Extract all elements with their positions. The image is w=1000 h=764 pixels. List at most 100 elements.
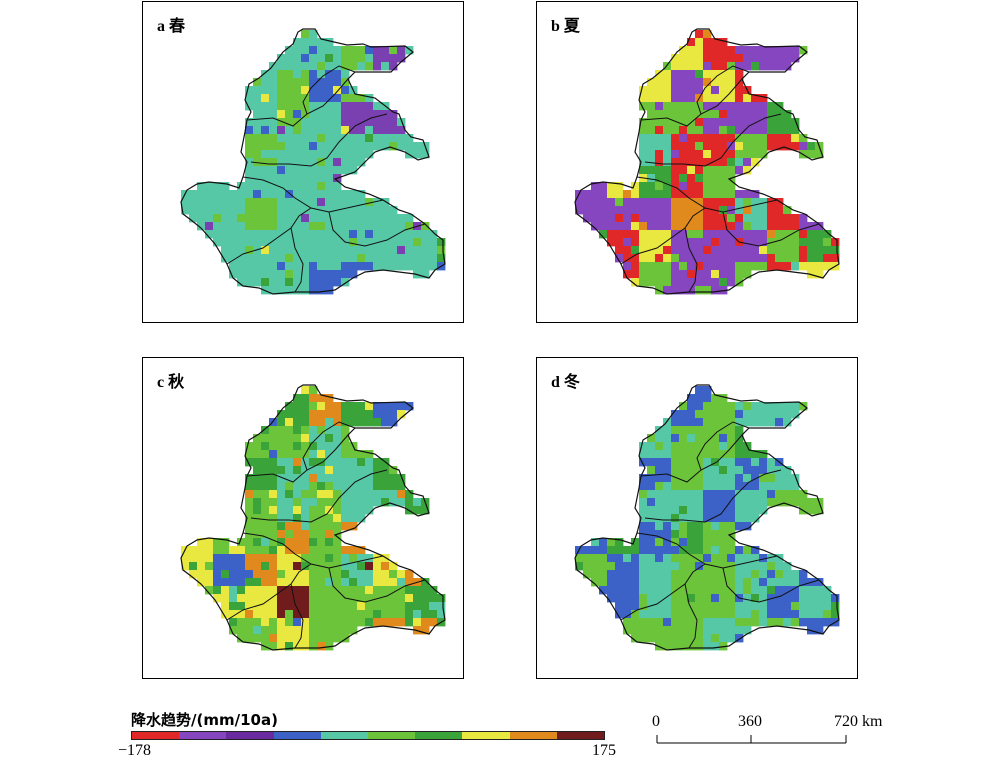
grid-cell (615, 198, 624, 207)
grid-cell (679, 46, 688, 55)
grid-cell (381, 586, 390, 595)
scale-bar: 0 360 720 km (652, 713, 896, 753)
grid-cell (389, 206, 398, 215)
grid-cell (413, 618, 422, 627)
grid-cell (285, 54, 294, 63)
grid-cell (261, 466, 270, 475)
grid-cell (671, 150, 680, 159)
grid-cell (703, 286, 712, 295)
grid-cell (759, 54, 768, 63)
grid-cell (253, 86, 262, 95)
grid-cell (357, 134, 366, 143)
grid-cell (671, 110, 680, 119)
grid-cell (405, 602, 414, 611)
grid-cell (671, 62, 680, 71)
grid-cell (759, 458, 768, 467)
grid-cell (365, 142, 374, 151)
grid-cell (711, 142, 720, 151)
grid-cell (301, 602, 310, 611)
grid-cell (711, 410, 720, 419)
grid-cell (679, 618, 688, 627)
grid-cell (293, 198, 302, 207)
grid-cell (325, 222, 334, 231)
grid-cell (671, 602, 680, 611)
grid-cell (405, 262, 414, 271)
grid-cell (647, 562, 656, 571)
grid-cell (639, 562, 648, 571)
grid-cell (695, 506, 704, 515)
grid-cell (703, 270, 712, 279)
grid-cell (799, 246, 808, 255)
grid-cell (285, 278, 294, 287)
grid-cell (365, 602, 374, 611)
grid-cell (293, 562, 302, 571)
grid-cell (205, 578, 214, 587)
grid-cell (301, 142, 310, 151)
grid-cell (631, 222, 640, 231)
grid-cell (277, 418, 286, 427)
grid-cell (695, 570, 704, 579)
grid-cell (639, 506, 648, 515)
grid-cell (751, 618, 760, 627)
grid-cell (309, 490, 318, 499)
grid-cell (317, 538, 326, 547)
grid-cell (639, 554, 648, 563)
grid-cell (727, 278, 736, 287)
grid-cell (381, 490, 390, 499)
grid-cell (743, 142, 752, 151)
grid-cell (261, 126, 270, 135)
grid-cell (735, 506, 744, 515)
grid-cell (719, 222, 728, 231)
grid-cell (703, 546, 712, 555)
grid-cell (269, 506, 278, 515)
grid-cell (293, 546, 302, 555)
grid-cell (639, 182, 648, 191)
grid-cell (767, 118, 776, 127)
grid-cell (293, 426, 302, 435)
grid-cell (349, 594, 358, 603)
grid-cell (245, 482, 254, 491)
grid-cell (663, 70, 672, 79)
grid-cell (711, 190, 720, 199)
grid-cell (751, 578, 760, 587)
grid-cell (325, 230, 334, 239)
grid-cell (791, 118, 800, 127)
grid-cell (687, 458, 696, 467)
grid-cell (719, 54, 728, 63)
grid-cell (807, 238, 816, 247)
grid-cell (591, 182, 600, 191)
grid-cell (783, 402, 792, 411)
grid-cell (743, 254, 752, 263)
grid-cell (341, 546, 350, 555)
grid-cell (381, 578, 390, 587)
grid-cell (349, 142, 358, 151)
grid-cell (743, 546, 752, 555)
grid-cell (285, 594, 294, 603)
grid-cell (405, 46, 414, 55)
grid-cell (261, 230, 270, 239)
grid-cell (711, 238, 720, 247)
grid-cell (655, 474, 664, 483)
grid-cell (349, 110, 358, 119)
grid-cell (333, 102, 342, 111)
grid-cell (671, 434, 680, 443)
grid-cell (759, 222, 768, 231)
grid-cell (751, 158, 760, 167)
grid-cell (775, 410, 784, 419)
grid-cell (309, 394, 318, 403)
grid-cell (317, 578, 326, 587)
grid-cell (695, 522, 704, 531)
grid-cell (735, 142, 744, 151)
grid-cell (413, 594, 422, 603)
grid-cell (703, 190, 712, 199)
grid-cell (719, 594, 728, 603)
grid-cell (253, 538, 262, 547)
grid-cell (815, 602, 824, 611)
grid-cell (205, 190, 214, 199)
grid-cell (277, 490, 286, 499)
grid-cell (743, 586, 752, 595)
grid-cell (277, 94, 286, 103)
grid-cell (655, 426, 664, 435)
grid-cell (405, 594, 414, 603)
grid-cell (389, 602, 398, 611)
